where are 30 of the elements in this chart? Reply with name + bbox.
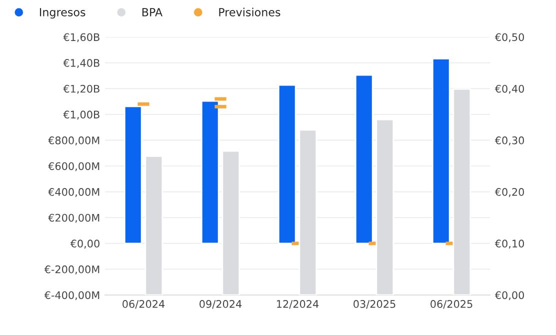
y-tick-label: €1,60B xyxy=(63,33,100,42)
x-tick-label: 09/2024 xyxy=(200,300,242,309)
y-tick-label: €0,00 xyxy=(70,240,100,249)
legend-label: BPA xyxy=(142,8,162,16)
y2-tick-label: €0,50 xyxy=(494,33,524,42)
x-tick-label: 06/2025 xyxy=(430,300,472,309)
y-tick-label: €-200,00M xyxy=(44,265,100,274)
y2-tick-label: €0,30 xyxy=(494,136,524,146)
y-tick-label: €200,00M xyxy=(48,214,100,223)
y-tick-label: €600,00M xyxy=(48,162,100,172)
legend-label: Previsiones xyxy=(219,8,280,16)
legend-label: Ingresos xyxy=(40,8,86,19)
y-tick-label: €1,40B xyxy=(63,59,100,68)
x-tick-label: 03/2025 xyxy=(354,300,396,309)
bar xyxy=(278,84,296,244)
bar xyxy=(354,74,374,244)
y2-tick-label: €0,10 xyxy=(494,240,524,249)
y-tick-label: €800,00M xyxy=(48,136,100,146)
bar xyxy=(432,58,450,244)
y-tick-label: €1,00B xyxy=(63,110,100,120)
y-tick-label: €400,00M xyxy=(48,188,100,197)
y-tick-label: €1,20B xyxy=(63,84,100,94)
bar xyxy=(124,106,142,244)
y2-tick-label: €0,20 xyxy=(494,188,524,197)
y2-tick-label: €0,00 xyxy=(494,291,524,300)
y-tick-label: €-400,00M xyxy=(44,291,100,300)
y2-tick-label: €0,40 xyxy=(494,84,524,94)
bar xyxy=(200,100,220,244)
x-tick-label: 12/2024 xyxy=(277,300,319,309)
x-tick-label: 06/2024 xyxy=(122,300,165,309)
